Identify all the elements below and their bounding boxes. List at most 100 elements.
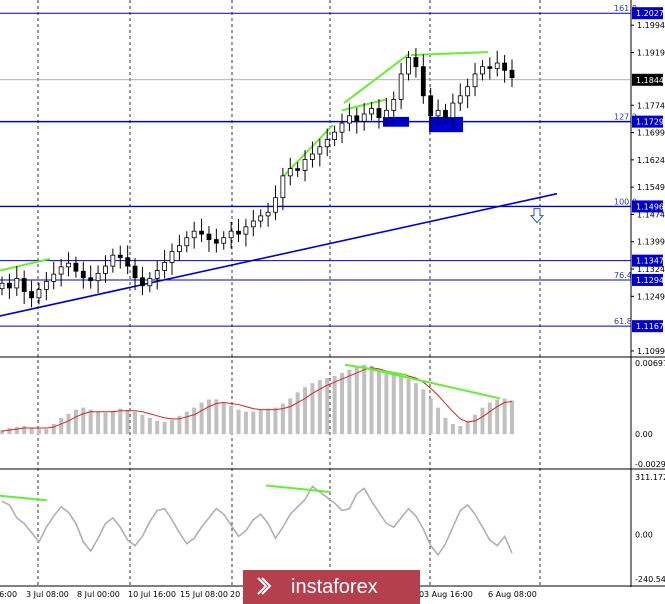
candle-body-36 [265, 211, 271, 217]
time-tick-label-5: 20 J [230, 590, 245, 599]
histogram-bar-66 [487, 402, 492, 435]
candle-body-35 [258, 215, 264, 222]
level-tag-label-4: 1.1294 [636, 276, 664, 285]
osc2-line [1, 485, 513, 557]
watermark: instaforex [243, 570, 420, 604]
histogram-bar-51 [376, 370, 381, 435]
histogram-bar-30 [221, 402, 226, 435]
current-price-tag-label: 1.1844 [636, 76, 664, 85]
histogram-bar-6 [44, 429, 49, 435]
osc2-tick-label-1: 0.00 [635, 531, 653, 540]
candle-body-17 [125, 257, 131, 267]
candle-body-47 [346, 115, 352, 124]
histogram-bar-53 [391, 374, 396, 435]
price-tick-label-6: 1.1474 [637, 210, 665, 219]
candle-body-6 [43, 280, 49, 290]
osc1-tick-label-0: 0.00697 [635, 359, 665, 368]
candle-body-18 [132, 265, 138, 279]
level-tag-label-3: 1.1347 [636, 257, 664, 266]
candle-body-4 [29, 291, 34, 299]
candle-body-15 [110, 254, 116, 267]
fib-label-4: 76.4 [614, 271, 632, 280]
histogram-bar-42 [310, 383, 315, 435]
level-tag-box-2 [632, 200, 663, 213]
time-tick-label-6: 0 [419, 590, 424, 599]
divergence-line-0 [0, 257, 51, 272]
divergence-line-3 [343, 53, 410, 104]
price-tick-label-10: 1.1099 [637, 347, 665, 356]
histogram-bar-38 [280, 403, 285, 435]
histogram-bar-14 [103, 412, 108, 435]
price-tick-label-4: 1.1624 [637, 156, 665, 165]
candle-body-26 [191, 230, 197, 239]
candle-body-62 [457, 95, 463, 104]
histogram-bar-56 [413, 383, 418, 435]
time-axis: 16:00 3 Jul 08:00 8 Jul 00:00 10 Jul 16:00 1… [0, 590, 537, 599]
watermark-logo-icon [257, 577, 272, 595]
histogram-bar-50 [369, 365, 374, 435]
osc2-divergence-line-1 [0, 494, 48, 502]
candle-body-41 [302, 159, 308, 171]
histogram-bar-10 [73, 409, 78, 435]
histogram-bar-44 [325, 378, 330, 435]
candle-body-40 [295, 168, 301, 171]
time-tick-label-4: 15 Jul 08:00 [180, 590, 228, 599]
candle-body-8 [58, 266, 64, 275]
histogram-bar-47 [347, 369, 352, 435]
histogram-bar-59 [436, 407, 441, 435]
histogram-bar-8 [59, 417, 64, 435]
candle-body-11 [80, 270, 86, 279]
candle-body-25 [184, 237, 190, 247]
histogram-bar-35 [258, 409, 263, 435]
histogram-bar-58 [428, 398, 433, 435]
histogram-bar-22 [162, 421, 167, 435]
candle-body-30 [221, 237, 227, 244]
histogram-bar-52 [384, 373, 389, 435]
level-tag-box-0 [632, 7, 663, 20]
candle-body-37 [273, 197, 278, 213]
time-tick-label-8: 6 Aug 08:00 [488, 590, 537, 599]
histogram-bar-18 [133, 411, 138, 435]
histogram-bar-25 [184, 411, 189, 435]
candle-body-0 [0, 282, 5, 290]
current-price-tag-box [632, 73, 663, 86]
oscillator-2 [0, 484, 513, 557]
candle-body-52 [383, 109, 389, 119]
price-candles [0, 48, 515, 308]
candle-body-3 [21, 278, 27, 292]
histogram-bar-21 [155, 420, 160, 435]
osc1-tick-label-1: 0.00 [635, 430, 653, 439]
level-tag-box-5 [632, 320, 663, 333]
histogram-bar-27 [199, 402, 204, 435]
histogram-bar-40 [295, 392, 300, 435]
divergence-line-4 [410, 51, 489, 57]
time-tick-label-7: 3 Aug 16:00 [424, 590, 473, 599]
support-boxes [383, 116, 463, 133]
down-arrow-icon [529, 208, 545, 224]
level-tag-label-2: 1.1496 [636, 202, 664, 211]
level-tag-label-5: 1.1167 [636, 322, 664, 331]
candle-body-10 [73, 262, 79, 272]
histogram-bar-49 [362, 364, 367, 435]
price-tick-label-7: 1.1399 [637, 238, 665, 247]
histogram-bar-55 [406, 379, 411, 435]
candle-body-51 [376, 108, 382, 119]
histogram-bar-33 [243, 411, 248, 435]
fib-label-5: 61.8 [614, 317, 632, 326]
histogram-bar-17 [125, 409, 130, 435]
candle-body-43 [317, 146, 323, 155]
histogram-bar-37 [273, 407, 278, 435]
level-tag-box-4 [632, 273, 663, 286]
histogram-bar-41 [303, 387, 308, 435]
histogram-bar-43 [317, 380, 322, 435]
candle-body-14 [103, 265, 108, 274]
signal-line [1, 367, 513, 432]
annotations [529, 208, 545, 224]
histogram-bar-60 [443, 417, 448, 435]
candle-body-28 [206, 233, 212, 240]
histogram-bar-63 [465, 421, 470, 435]
candle-body-63 [465, 86, 471, 97]
candle-body-58 [428, 95, 434, 117]
candle-body-22 [162, 262, 168, 271]
